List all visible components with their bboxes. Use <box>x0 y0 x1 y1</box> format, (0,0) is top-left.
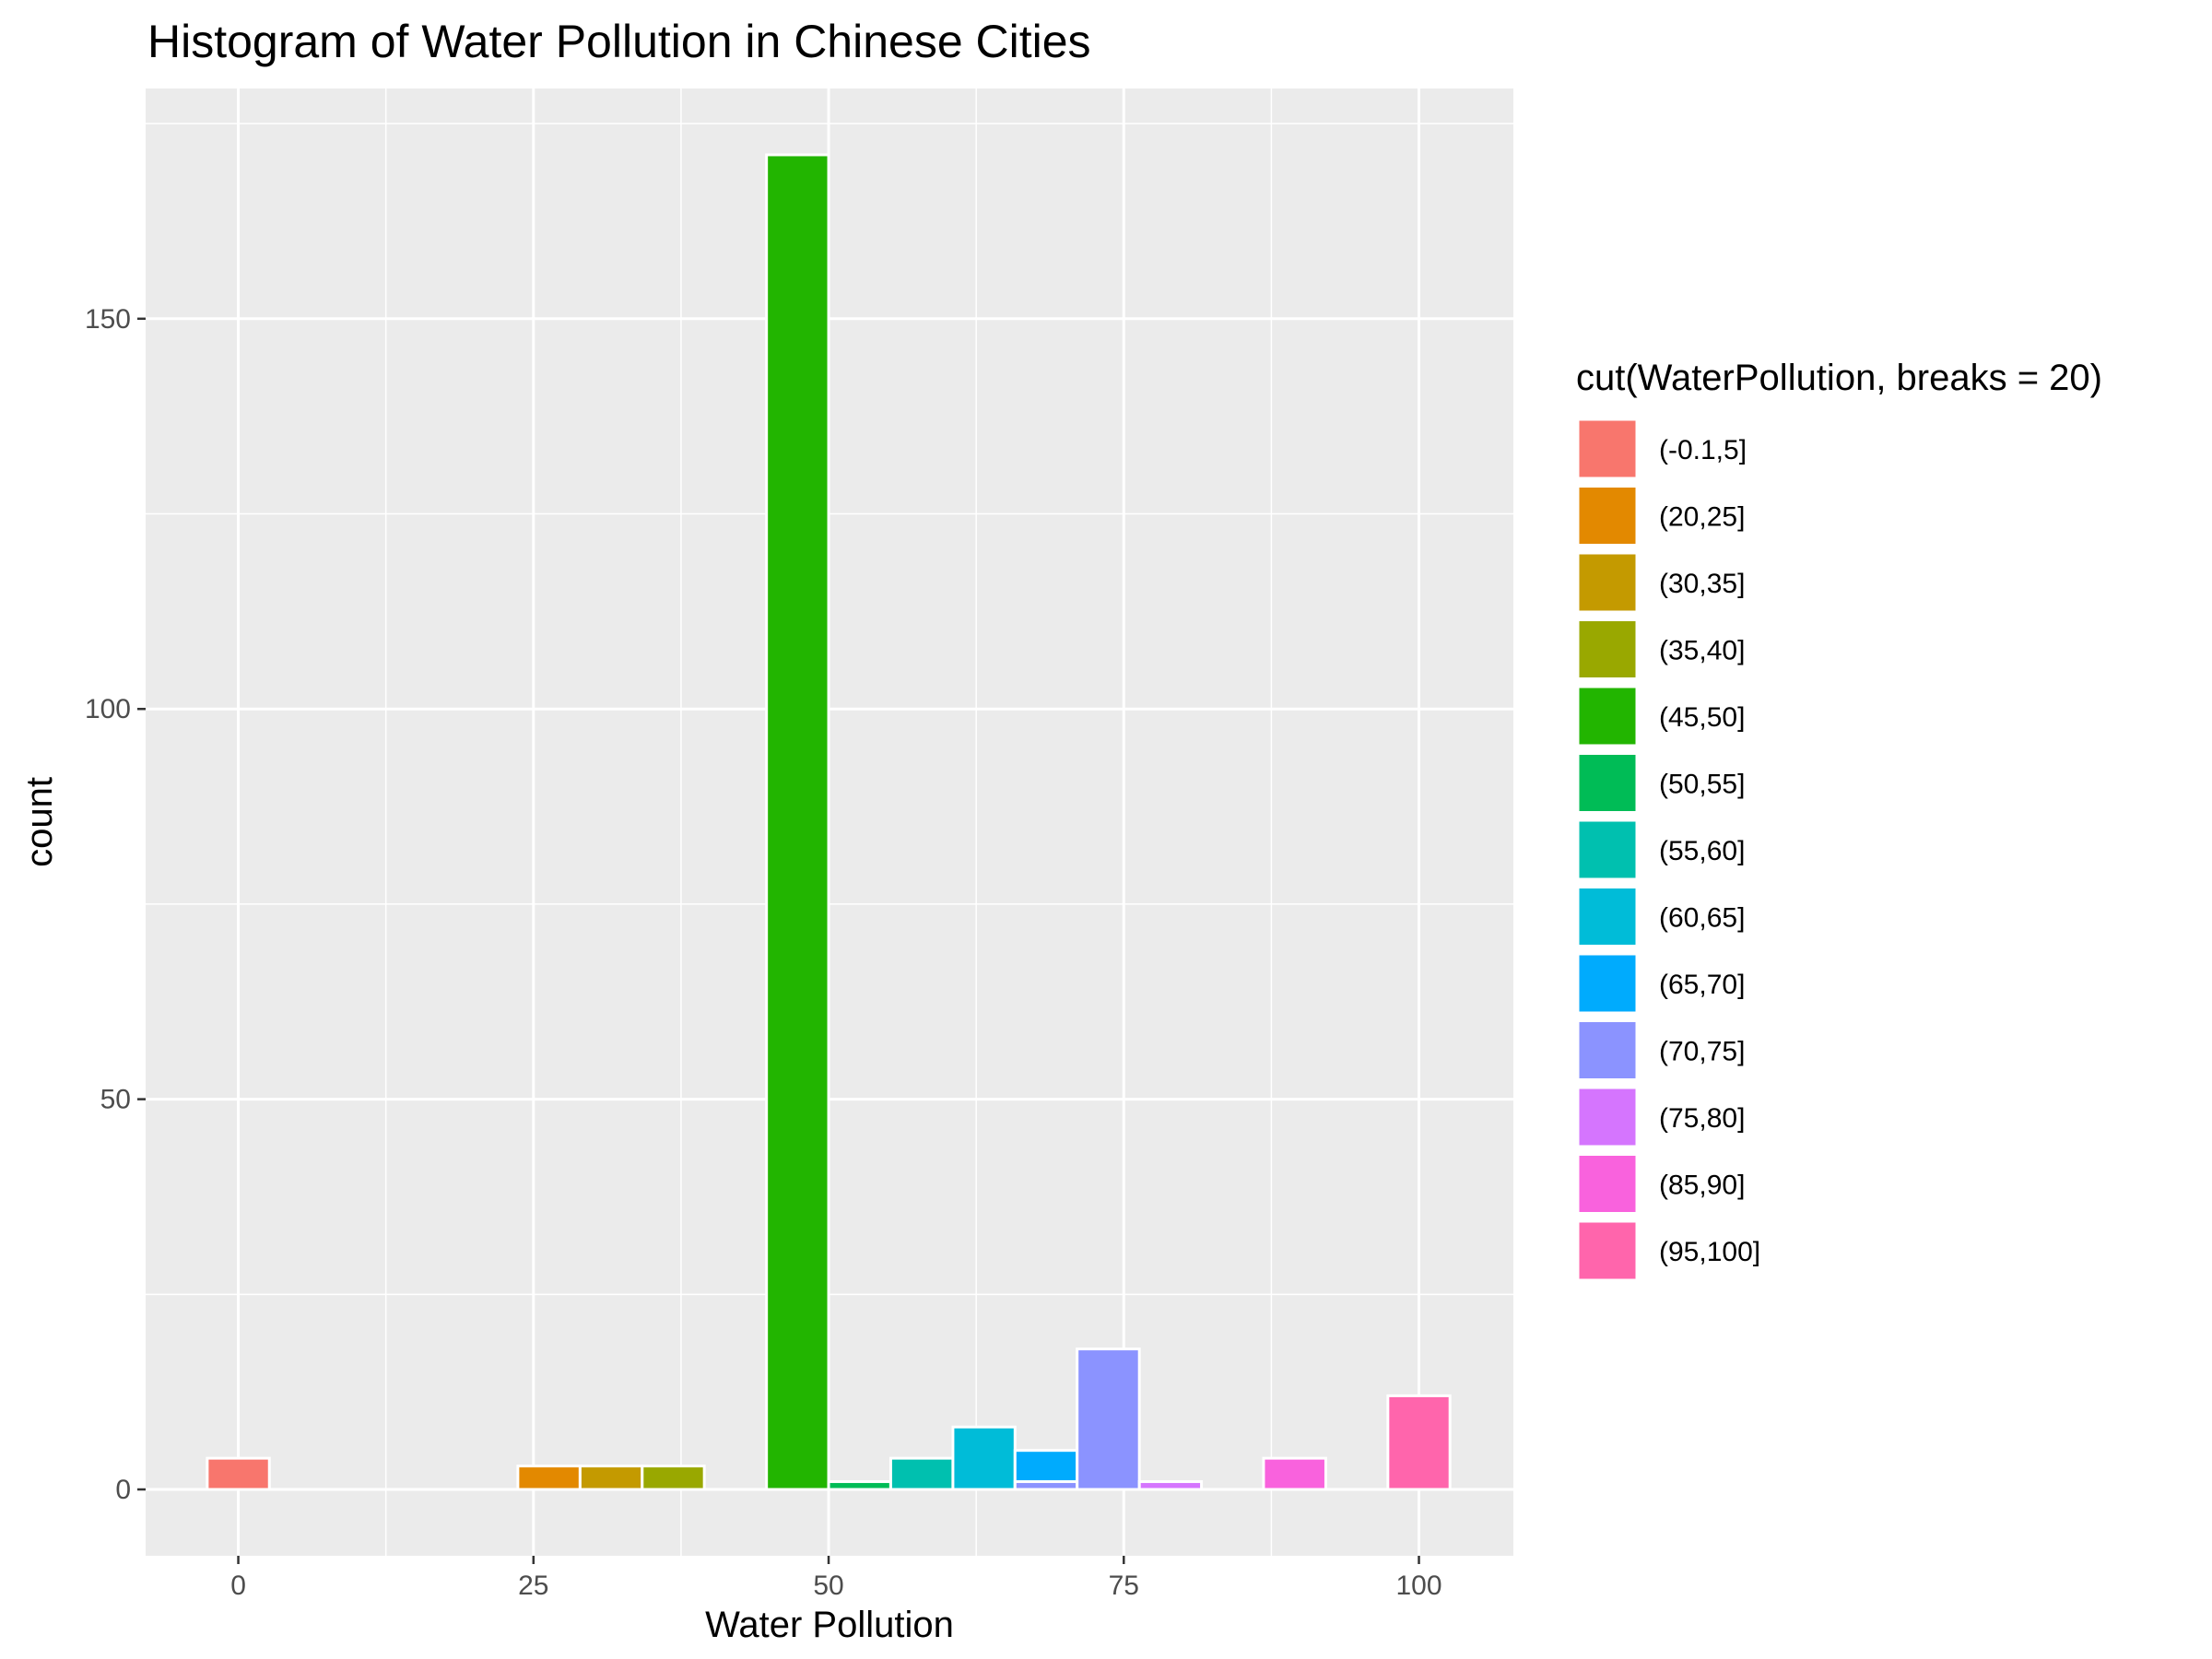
legend-key <box>1576 1219 1639 1282</box>
y-axis-title: count <box>19 777 60 867</box>
chart-title: Histogram of Water Pollution in Chinese … <box>147 16 1091 67</box>
legend-item: (-0.1,5] <box>1576 418 1747 480</box>
legend-label: (65,70] <box>1659 970 1745 1000</box>
legend-title: cut(WaterPollution, breaks = 20) <box>1576 358 2102 398</box>
legend-item: (45,50] <box>1576 685 1745 747</box>
legend: cut(WaterPollution, breaks = 20) (-0.1,5… <box>1576 358 2102 1282</box>
histogram-bar <box>516 1465 582 1491</box>
histogram-bar <box>641 1465 706 1491</box>
histogram-bar <box>1262 1456 1327 1491</box>
histogram-bar <box>1137 1480 1204 1491</box>
legend-key <box>1576 551 1639 614</box>
legend-key <box>1576 818 1639 881</box>
legend-key <box>1576 485 1639 547</box>
legend-label: (35,40] <box>1659 636 1745 666</box>
legend-item: (30,35] <box>1576 551 1745 614</box>
histogram-bar <box>1076 1347 1141 1491</box>
legend-item: (35,40] <box>1576 618 1745 680</box>
x-tick-label: 100 <box>1395 1571 1441 1601</box>
legend-key <box>1576 685 1639 747</box>
legend-item: (20,25] <box>1576 485 1745 547</box>
legend-label: (85,90] <box>1659 1171 1745 1201</box>
legend-item: (95,100] <box>1576 1219 1760 1282</box>
x-axis: 0 25 50 75 100 <box>230 1556 1442 1601</box>
legend-label: (70,75] <box>1659 1037 1745 1067</box>
bars-group <box>206 153 1452 1491</box>
histogram-bar <box>827 1480 892 1491</box>
legend-key <box>1576 618 1639 680</box>
legend-label: (45,50] <box>1659 702 1745 733</box>
legend-key <box>1576 1086 1639 1148</box>
legend-label: (-0.1,5] <box>1659 435 1747 465</box>
y-tick-label: 100 <box>85 694 131 724</box>
x-tick-label: 0 <box>230 1571 246 1601</box>
histogram-bar <box>1013 1480 1079 1491</box>
y-tick-label: 150 <box>85 304 131 335</box>
legend-label: (50,55] <box>1659 770 1745 800</box>
legend-label: (20,25] <box>1659 502 1745 533</box>
legend-item: (60,65] <box>1576 886 1745 947</box>
legend-label: (60,65] <box>1659 903 1745 934</box>
x-tick-label: 75 <box>1109 1571 1139 1601</box>
histogram-bar <box>888 1456 955 1491</box>
y-axis: 0 50 100 150 <box>85 304 146 1505</box>
legend-label: (30,35] <box>1659 569 1745 599</box>
histogram-bar <box>951 1425 1017 1491</box>
legend-key <box>1576 952 1639 1015</box>
legend-key <box>1576 886 1639 947</box>
x-tick-label: 25 <box>518 1571 548 1601</box>
legend-key <box>1576 1019 1639 1081</box>
histogram-bar <box>578 1465 644 1491</box>
y-tick-label: 50 <box>100 1085 131 1115</box>
legend-item: (75,80] <box>1576 1086 1745 1148</box>
legend-key <box>1576 1153 1639 1215</box>
legend-item: (65,70] <box>1576 952 1745 1015</box>
histogram-bar <box>1386 1394 1452 1491</box>
legend-label: (55,60] <box>1659 836 1745 866</box>
legend-item: (55,60] <box>1576 818 1745 881</box>
legend-label: (75,80] <box>1659 1103 1745 1134</box>
y-tick-label: 0 <box>115 1475 131 1505</box>
legend-item: (85,90] <box>1576 1153 1745 1215</box>
histogram-bar <box>765 153 830 1491</box>
legend-key <box>1576 418 1639 480</box>
x-tick-label: 50 <box>813 1571 843 1601</box>
legend-label: (95,100] <box>1659 1237 1760 1267</box>
histogram-bar <box>206 1456 271 1491</box>
legend-item: (70,75] <box>1576 1019 1745 1081</box>
legend-item: (50,55] <box>1576 752 1745 814</box>
x-axis-title: Water Pollution <box>705 1605 954 1645</box>
legend-items: (-0.1,5] (20,25] (30,35] (35,40] (45,50] (50,… <box>1576 418 1760 1282</box>
legend-key <box>1576 752 1639 814</box>
